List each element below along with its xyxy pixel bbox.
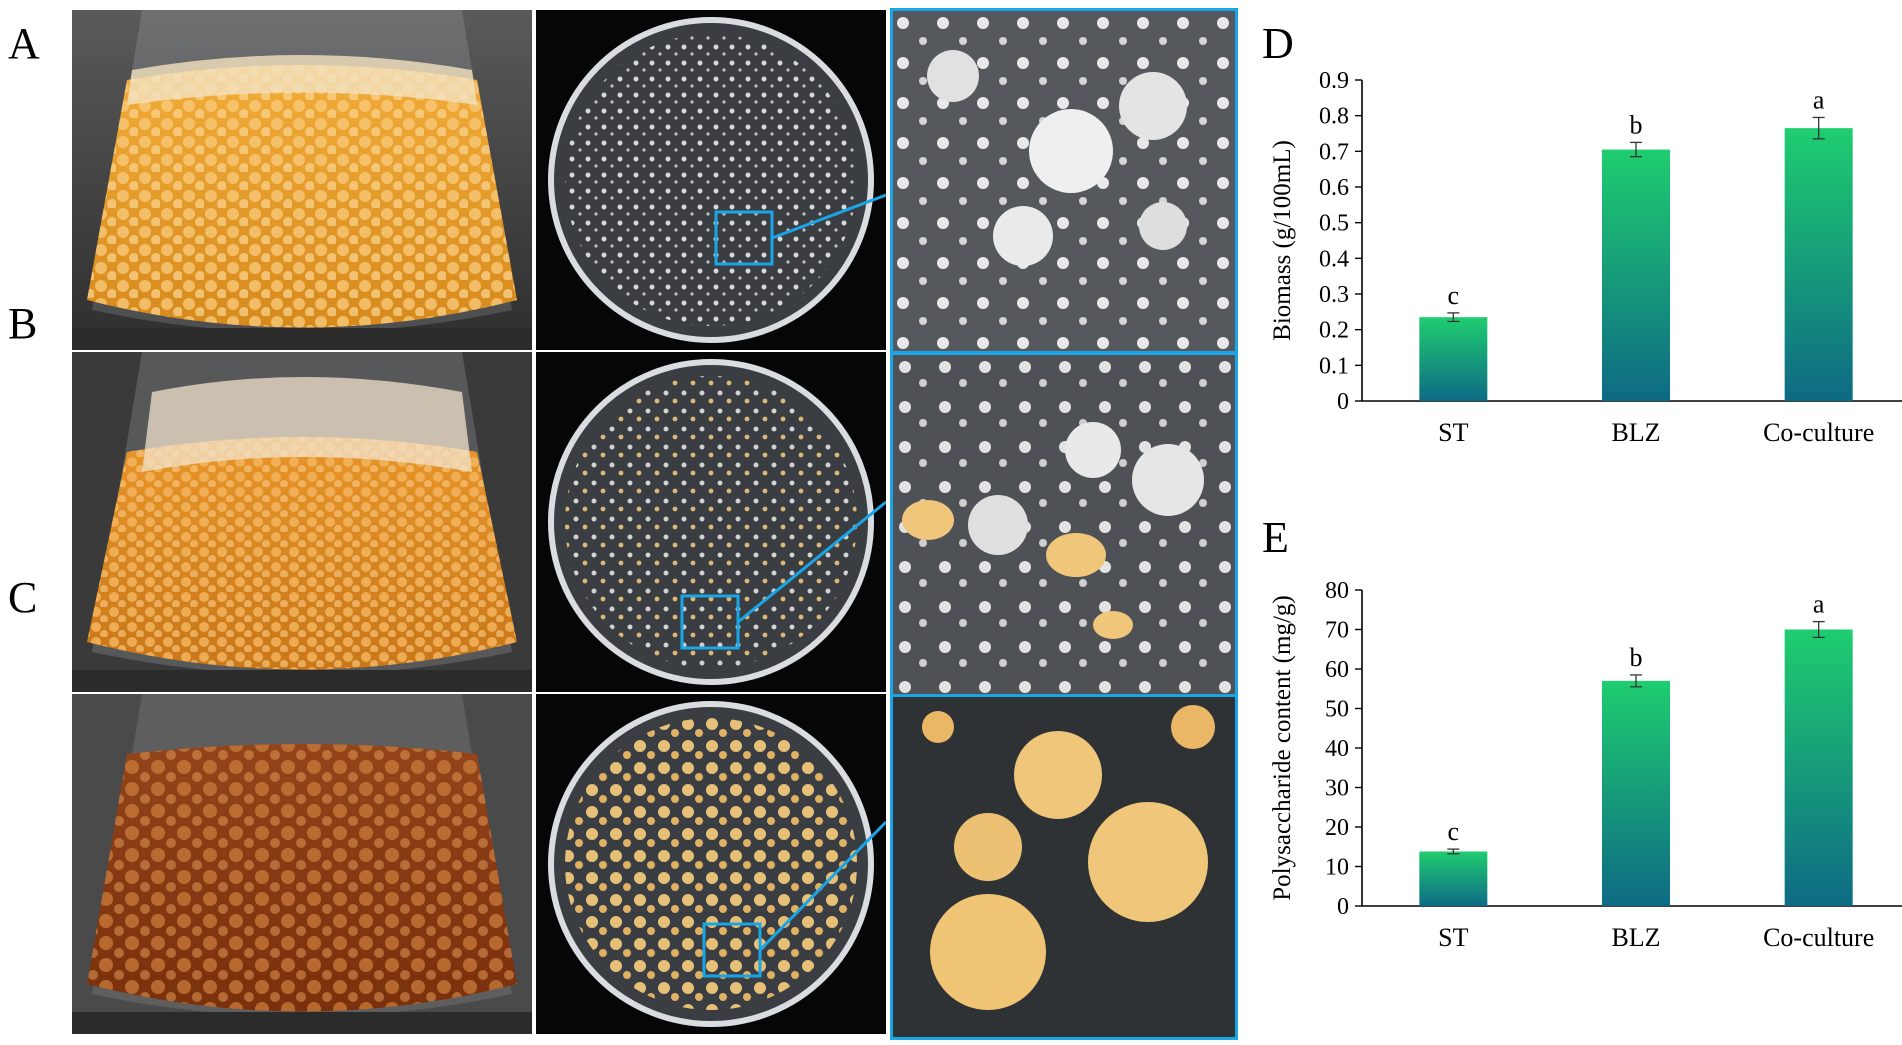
flask-photo-b (72, 352, 532, 692)
significance-letter: b (1630, 643, 1643, 672)
flask-photo-a (72, 10, 532, 350)
bar-blz (1602, 149, 1670, 401)
panel-label-a: A (8, 19, 40, 68)
y-tick-label: 40 (1325, 736, 1349, 762)
panel-label-d: D (1262, 19, 1294, 68)
y-tick-label: 80 (1325, 578, 1349, 604)
significance-letter: c (1448, 817, 1460, 846)
bar-st (1419, 851, 1488, 906)
x-tick-label: Co-culture (1763, 418, 1874, 447)
y-tick-label: 0 (1337, 894, 1349, 920)
flask-photo-c (72, 694, 532, 1034)
y-tick-label: 0.9 (1319, 68, 1349, 94)
significance-letter: a (1813, 85, 1825, 114)
petri-dish-photo-c (536, 694, 886, 1034)
petri-dish-photo-b (536, 352, 886, 692)
x-tick-label: Co-culture (1763, 923, 1874, 952)
x-tick-label: ST (1438, 418, 1468, 447)
significance-letter: a (1813, 590, 1825, 619)
petri-dish-photo-a (536, 10, 886, 350)
x-tick-label: BLZ (1611, 923, 1660, 952)
y-tick-label: 0.8 (1319, 104, 1349, 130)
panel-label-c: C (8, 573, 38, 622)
y-tick-label: 0.3 (1319, 282, 1349, 308)
bar-co-culture (1784, 629, 1853, 906)
polysaccharide-bar-chart: 0 10 20 30 40 50 60 70 80 Polysaccharide content … (1269, 578, 1902, 952)
y-tick-label: 60 (1325, 657, 1349, 683)
bar-co-culture (1784, 128, 1853, 401)
panel-label-b: B (8, 299, 38, 348)
zoom-view-c (890, 694, 1238, 1040)
y-tick-label: 30 (1325, 776, 1349, 802)
y-tick-label: 70 (1325, 618, 1349, 644)
y-tick-label: 0.6 (1319, 175, 1349, 201)
significance-letter: b (1630, 110, 1643, 139)
y-tick-label: 0.5 (1319, 211, 1349, 237)
y-tick-label: 0.2 (1319, 318, 1349, 344)
bar-st (1419, 317, 1488, 401)
y-tick-label: 0.7 (1319, 139, 1349, 165)
x-tick-label: BLZ (1611, 418, 1660, 447)
biomass-bar-chart: 0 0.1 0.2 0.3 0.4 0.5 0.6 0.7 0.8 0.9 Biomass (g/1… (1269, 68, 1902, 447)
y-tick-label: 20 (1325, 815, 1349, 841)
zoom-view-a (890, 8, 1238, 354)
y-tick-label: 50 (1325, 697, 1349, 723)
y-axis-label: Polysaccharide content (mg/g) (1269, 595, 1296, 900)
y-axis-label: Biomass (g/100mL) (1269, 140, 1296, 341)
significance-letter: c (1448, 281, 1460, 310)
x-tick-label: ST (1438, 923, 1468, 952)
bar-blz (1602, 680, 1670, 906)
panel-label-e: E (1262, 513, 1289, 562)
zoom-view-b (890, 352, 1238, 698)
y-tick-label: 0.4 (1319, 246, 1349, 272)
y-tick-label: 0.1 (1319, 353, 1349, 379)
y-tick-label: 0 (1337, 389, 1349, 415)
y-tick-label: 10 (1325, 855, 1349, 881)
